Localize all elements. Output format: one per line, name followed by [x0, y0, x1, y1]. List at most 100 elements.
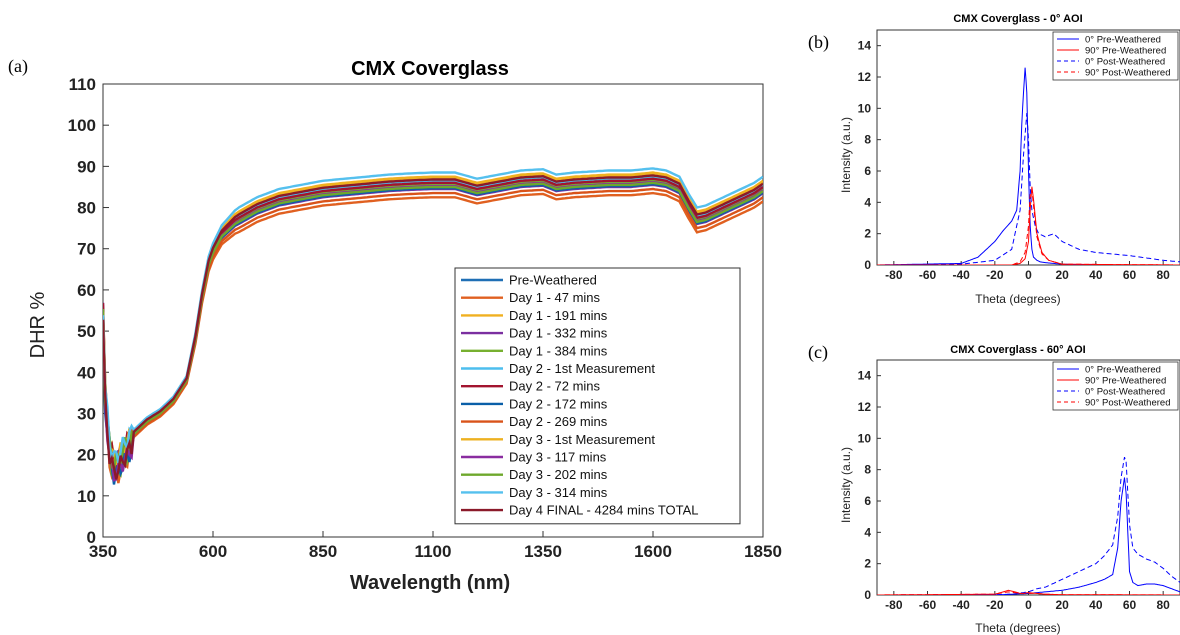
chart-c-xtick-label: 0	[1025, 598, 1032, 612]
chart-c-plot: -80 -60 -40 -20 0 20 40 60 80 0 2 4 6 8 10 12 14 0° Pre-W…	[858, 359, 1180, 612]
chart-b-ytick-label: 14	[858, 39, 872, 53]
chart-b-ytick-label: 12	[858, 70, 872, 84]
chart-b-ylabel: Intensity (a.u.)	[839, 117, 853, 193]
chart-c-legend-label: 0° Pre-Weathered	[1085, 365, 1161, 376]
chart-c-legend-label: 0° Post-Weathered	[1085, 387, 1165, 398]
chart-a-legend-label: Day 2 - 72 mins	[509, 379, 601, 394]
chart-c-ytick-label: 6	[864, 494, 871, 508]
chart-a-legend-label: Day 3 - 202 mins	[509, 467, 608, 482]
chart-a-xtick-label: 1850	[744, 542, 782, 561]
chart-b-xtick-label: -80	[885, 268, 903, 282]
chart-a-legend-label: Day 2 - 172 mins	[509, 396, 608, 411]
chart-c-series-group	[877, 456, 1180, 595]
chart-a-legend-label: Day 1 - 384 mins	[509, 343, 608, 358]
chart-b-title: CMX Coverglass - 0° AOI	[953, 13, 1082, 25]
chart-c-ytick-label: 4	[864, 525, 871, 539]
chart-c-ytick-label: 2	[864, 557, 871, 571]
chart-c-legend-label: 90° Post-Weathered	[1085, 398, 1170, 409]
chart-c-ytick-label: 10	[858, 431, 872, 445]
chart-a-xtick-label: 350	[89, 542, 117, 561]
chart-b-xtick-label: -40	[952, 268, 970, 282]
chart-a-series-line	[103, 181, 763, 470]
chart-c-xtick-label: -60	[919, 598, 937, 612]
chart-b-xtick-label: 0	[1025, 268, 1032, 282]
chart-a-series-line	[103, 174, 763, 480]
chart-a-ytick-label: 110	[69, 75, 96, 94]
chart-a-xtick-label: 1600	[634, 542, 672, 561]
chart-a-ytick-label: 100	[68, 116, 96, 135]
chart-a-xtick-label: 1350	[524, 542, 562, 561]
chart-b-legend-label: 90° Pre-Weathered	[1085, 46, 1166, 57]
chart-b-xtick-label: -60	[919, 268, 937, 282]
chart-a-series-line	[103, 187, 763, 470]
chart-b-ytick-label: 2	[864, 227, 871, 241]
chart-c-legend-label: 90° Pre-Weathered	[1085, 376, 1166, 387]
chart-a-legend-label: Day 1 - 47 mins	[509, 290, 601, 305]
chart-b-ytick-label: 10	[858, 101, 872, 115]
chart-a-ytick-label: 40	[77, 363, 96, 382]
chart-a-legend-label: Day 2 - 269 mins	[509, 414, 608, 429]
chart-a-legend-label: Day 1 - 191 mins	[509, 308, 608, 323]
chart-b-plot: -80 -60 -40 -20 0 20 40 60 80 0 2 4 6 8 10 12 14 0° Pre-W…	[858, 29, 1180, 282]
chart-a-xtick-label: 1100	[415, 542, 452, 561]
chart-a-ytick-label: 20	[77, 446, 96, 465]
chart-a-legend-label: Day 3 - 117 mins	[509, 450, 607, 465]
chart-a-title: CMX Coverglass	[351, 58, 509, 80]
chart-b-ytick-label: 8	[864, 133, 871, 147]
chart-b-xlabel: Theta (degrees)	[975, 292, 1060, 306]
chart-a-plot: 350 600 850 1100 1350 1600 1850 0 10 20 30 40 50 60 70…	[68, 75, 782, 561]
chart-b-ytick-label: 0	[864, 258, 871, 272]
chart-a-legend-label: Day 1 - 332 mins	[509, 326, 608, 341]
chart-c-ytick-label: 12	[858, 400, 872, 414]
panel-label-a: (a)	[8, 56, 28, 77]
chart-a-ytick-label: 60	[77, 281, 96, 300]
chart-c-title: CMX Coverglass - 60° AOI	[950, 344, 1085, 356]
chart-a-legend-label: Day 3 - 314 mins	[509, 485, 608, 500]
chart-c-xtick-label: -20	[986, 598, 1004, 612]
chart-c-xtick-label: -80	[885, 598, 903, 612]
chart-b-xtick-label: 20	[1055, 268, 1069, 282]
chart-a-ytick-label: 50	[77, 322, 96, 341]
chart-c-ytick-label: 0	[864, 588, 871, 602]
chart-a-ylabel: DHR %	[27, 291, 49, 358]
chart-b-xtick-label: 60	[1123, 268, 1137, 282]
chart-b-ytick-label: 6	[864, 164, 871, 178]
chart-c-xtick-label: 20	[1055, 598, 1069, 612]
chart-a-legend-label: Pre-Weathered	[509, 273, 597, 288]
chart-c-ytick-label: 14	[858, 369, 872, 383]
chart-c-ytick-label: 8	[864, 463, 871, 477]
chart-b-ytick-label: 4	[864, 195, 871, 209]
chart-a-xlabel: Wavelength (nm)	[350, 572, 510, 594]
panel-label-b: (b)	[808, 32, 829, 53]
chart-c-series-line	[877, 477, 1180, 595]
chart-a-series-group	[103, 167, 763, 485]
chart-c-xtick-label: 40	[1089, 598, 1103, 612]
chart-b-legend-label: 0° Pre-Weathered	[1085, 35, 1161, 46]
chart-a-ytick-label: 90	[77, 157, 96, 176]
chart-a-xtick-label: 850	[309, 542, 337, 561]
chart-a-legend-label: Day 3 - 1st Measurement	[509, 432, 655, 447]
chart-c-xtick-label: 60	[1123, 598, 1137, 612]
panel-label-c: (c)	[808, 342, 828, 363]
chart-b-xtick-label: 80	[1156, 268, 1170, 282]
chart-a-legend-label: Day 2 - 1st Measurement	[509, 361, 655, 376]
chart-a-series-line	[103, 167, 763, 464]
chart-b-series-line	[877, 186, 1180, 265]
chart-b-series-group	[877, 67, 1180, 265]
chart-c-xtick-label: -40	[952, 598, 970, 612]
chart-a-legend-label: Day 4 FINAL - 4284 mins TOTAL	[509, 503, 699, 518]
chart-b-xtick-label: 40	[1089, 268, 1103, 282]
chart-c-ylabel: Intensity (a.u.)	[839, 447, 853, 523]
chart-b-legend-label: 90° Post-Weathered	[1085, 68, 1170, 79]
chart-c-series-line	[877, 591, 1180, 595]
chart-a-ytick-label: 10	[77, 487, 96, 506]
chart-a-ytick-label: 0	[87, 528, 96, 547]
chart-c-xlabel: Theta (degrees)	[975, 621, 1060, 635]
chart-a-legend-box	[454, 267, 741, 525]
chart-a-xtick-label: 600	[199, 542, 227, 561]
chart-c-xtick-label: 80	[1156, 598, 1170, 612]
chart-a-ytick-label: 70	[77, 240, 96, 259]
chart-a-ytick-label: 30	[77, 404, 96, 423]
chart-b-legend-label: 0° Post-Weathered	[1085, 57, 1165, 68]
